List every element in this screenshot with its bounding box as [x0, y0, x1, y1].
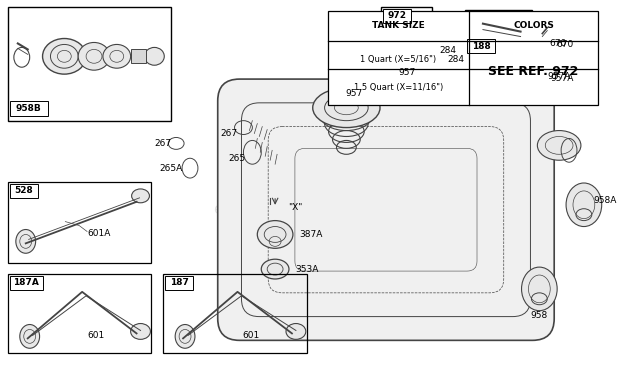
Bar — [10, 184, 38, 198]
Ellipse shape — [312, 88, 380, 128]
Ellipse shape — [131, 189, 149, 203]
Text: 601A: 601A — [87, 229, 110, 238]
Text: 284: 284 — [440, 46, 457, 55]
Text: 267: 267 — [220, 129, 237, 138]
Bar — [465, 10, 533, 61]
Text: 353A: 353A — [295, 265, 318, 274]
Text: 387A: 387A — [299, 230, 322, 239]
Ellipse shape — [103, 45, 131, 68]
Text: 958A: 958A — [594, 196, 617, 205]
Text: 528: 528 — [14, 187, 33, 195]
Bar — [131, 49, 146, 63]
Bar — [328, 11, 598, 105]
Ellipse shape — [43, 39, 86, 74]
Text: TANK SIZE: TANK SIZE — [372, 22, 425, 30]
Bar — [163, 274, 307, 353]
Bar — [381, 7, 433, 58]
Text: 1 Quart (X=5/16"): 1 Quart (X=5/16") — [360, 55, 436, 64]
Ellipse shape — [257, 220, 293, 248]
Ellipse shape — [286, 323, 306, 339]
Text: 187: 187 — [170, 278, 188, 288]
Bar — [8, 182, 151, 263]
Ellipse shape — [261, 259, 289, 279]
Ellipse shape — [531, 75, 554, 91]
Text: 601: 601 — [242, 331, 260, 340]
Bar — [10, 101, 48, 116]
Ellipse shape — [538, 131, 581, 160]
Text: 957A: 957A — [547, 72, 570, 81]
Bar — [467, 39, 495, 53]
Ellipse shape — [131, 323, 151, 339]
Ellipse shape — [521, 267, 557, 311]
Text: 1.5 Quart (X=11/16"): 1.5 Quart (X=11/16") — [354, 84, 443, 92]
Text: "X": "X" — [288, 203, 303, 212]
Text: 958: 958 — [531, 311, 548, 320]
Text: 284: 284 — [447, 55, 464, 64]
Ellipse shape — [78, 42, 110, 70]
Bar — [383, 9, 410, 23]
Ellipse shape — [16, 230, 35, 253]
Text: COLORS: COLORS — [513, 22, 554, 30]
Text: 601: 601 — [87, 331, 104, 340]
Ellipse shape — [20, 324, 40, 348]
Text: 670: 670 — [556, 40, 574, 49]
Ellipse shape — [507, 21, 526, 45]
Bar — [166, 276, 193, 290]
Text: 958B: 958B — [16, 104, 42, 113]
Text: 972: 972 — [388, 11, 406, 20]
Text: 670: 670 — [549, 39, 567, 48]
Bar — [8, 274, 151, 353]
Text: 957: 957 — [345, 89, 363, 99]
Ellipse shape — [144, 47, 164, 65]
Bar — [10, 276, 43, 290]
Text: 957A: 957A — [550, 74, 574, 82]
Ellipse shape — [566, 183, 601, 227]
Ellipse shape — [175, 324, 195, 348]
Text: 265: 265 — [228, 154, 246, 163]
Text: SEE REF. 972: SEE REF. 972 — [489, 65, 578, 78]
Text: 188: 188 — [472, 42, 490, 51]
Text: 957: 957 — [398, 68, 415, 77]
Text: 265A: 265A — [160, 164, 183, 173]
Text: eReplacementParts.com: eReplacementParts.com — [214, 202, 400, 217]
Text: 267: 267 — [154, 139, 171, 148]
Text: 187A: 187A — [13, 278, 39, 288]
FancyBboxPatch shape — [218, 79, 554, 340]
Bar — [8, 7, 171, 121]
